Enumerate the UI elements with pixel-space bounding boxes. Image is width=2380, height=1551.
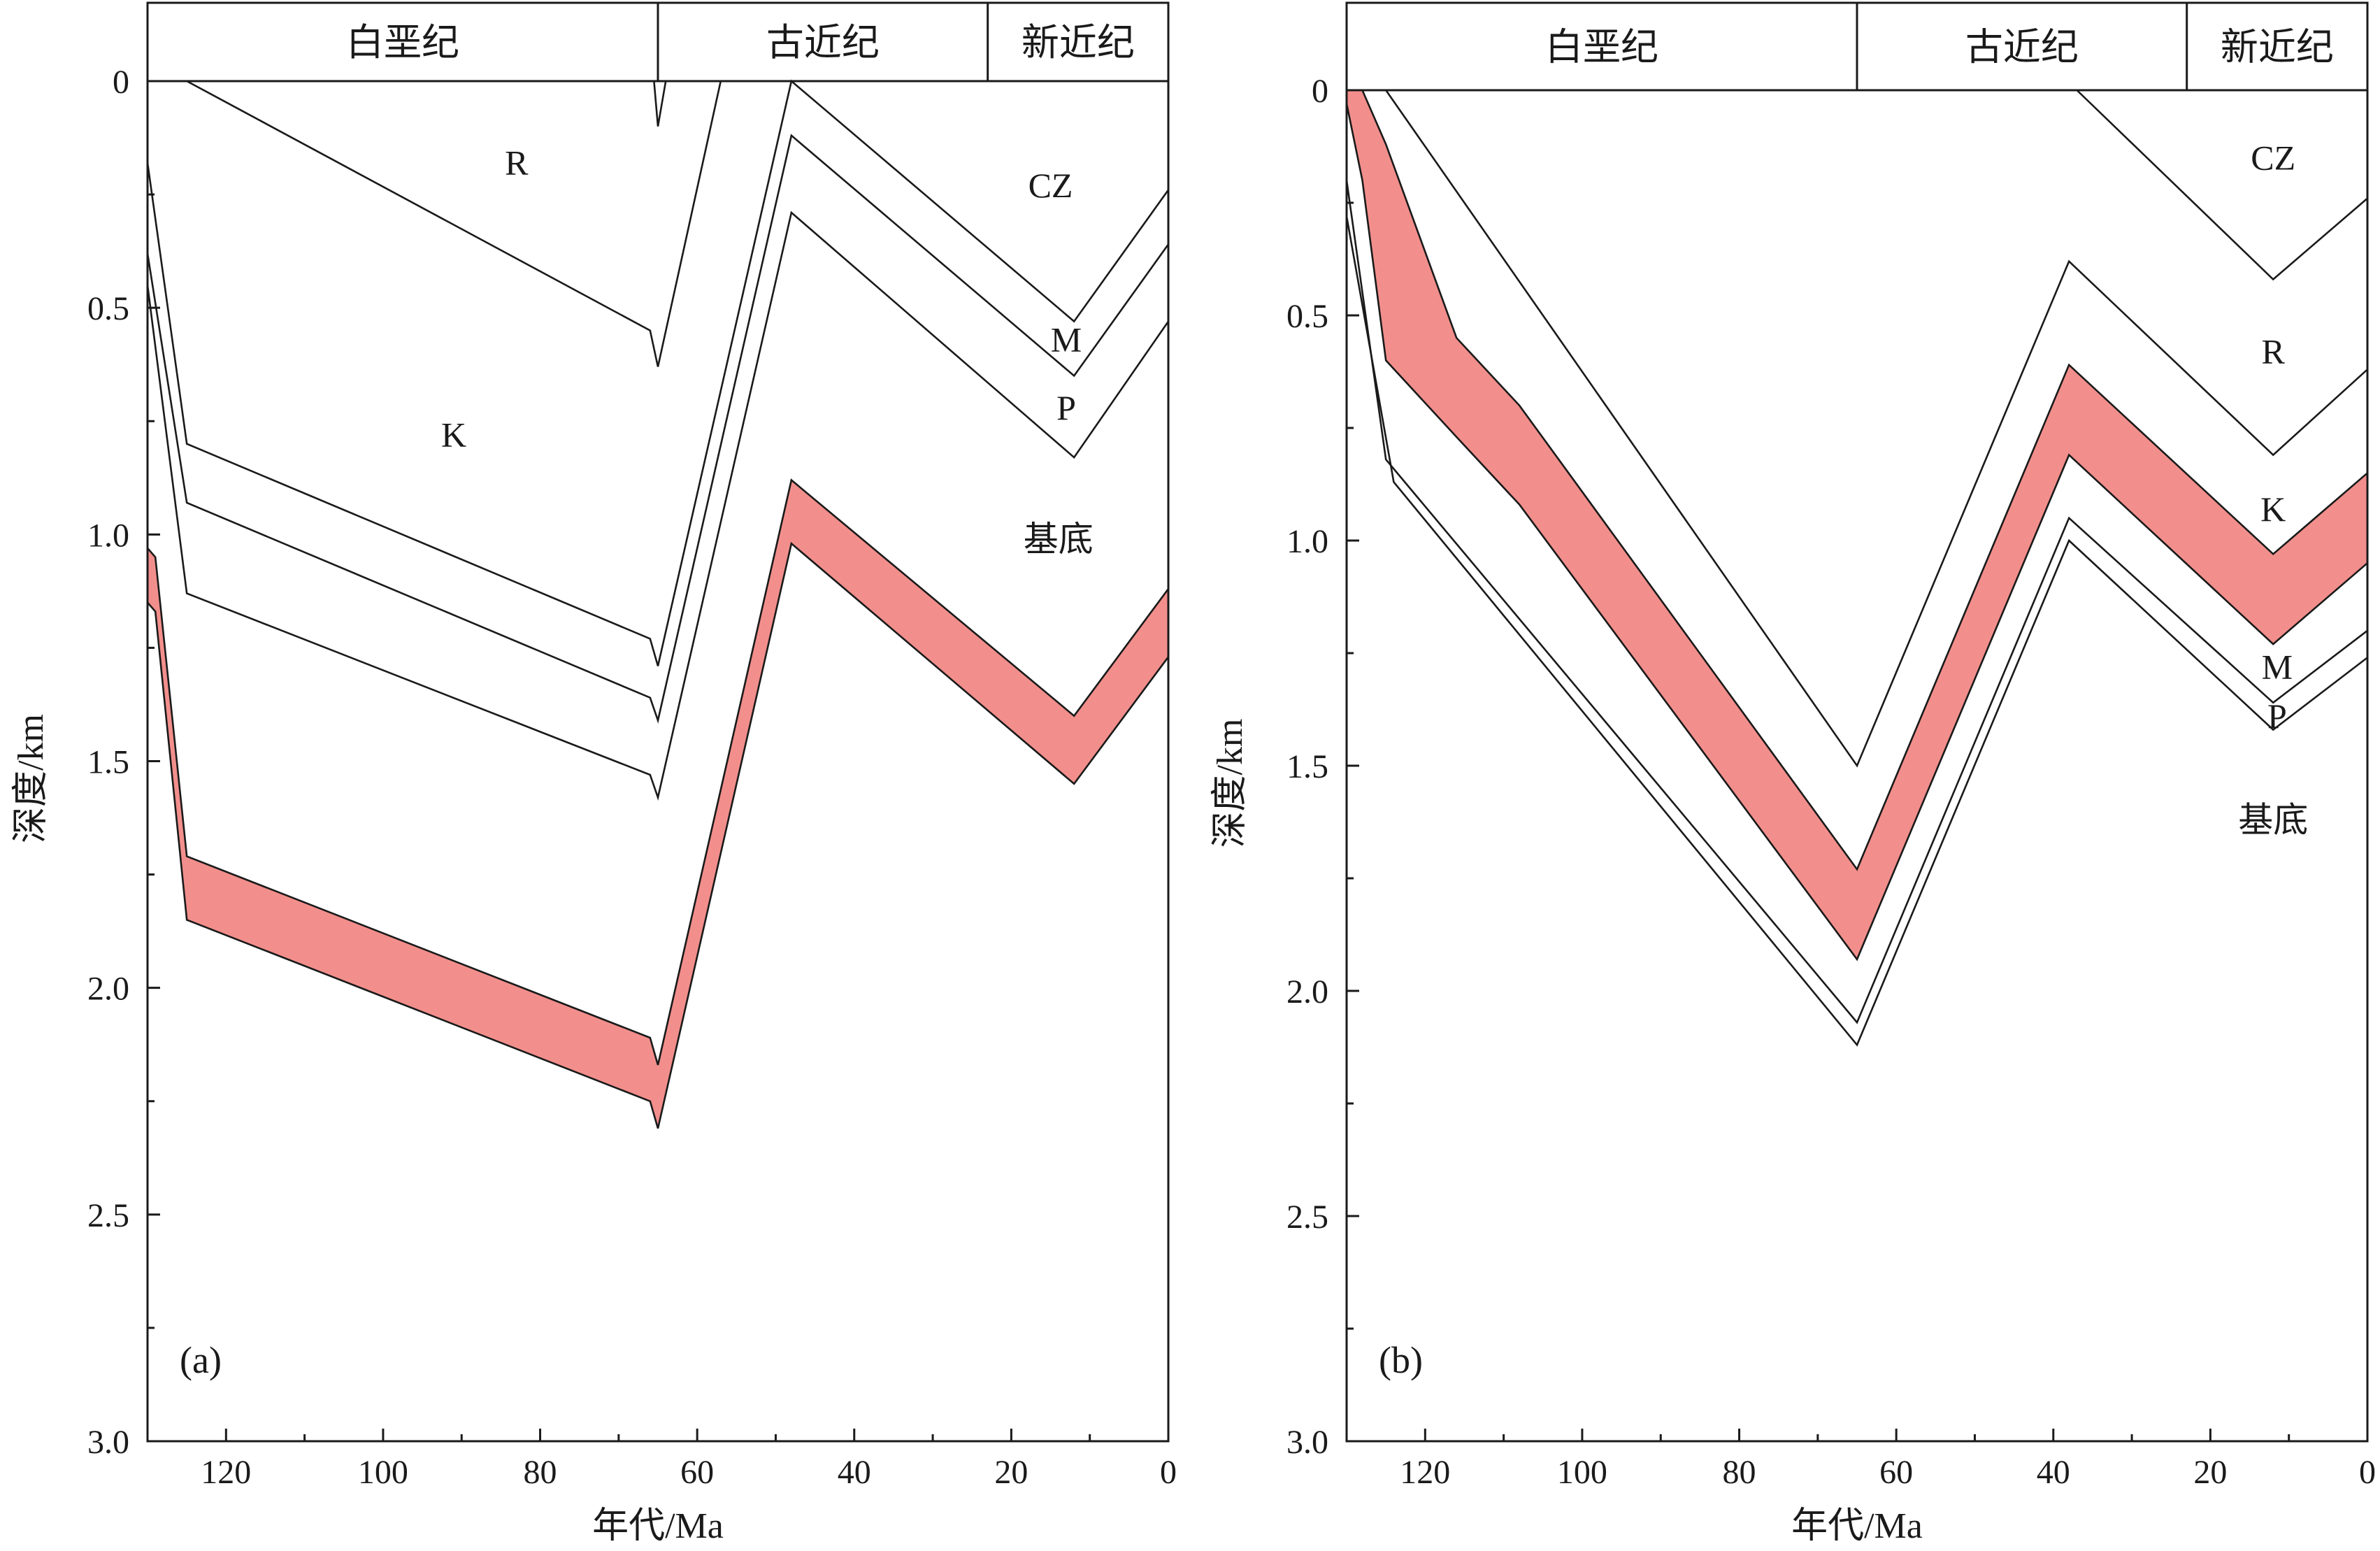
highlight-band [1345, 89, 2369, 962]
stratum-label: 基底 [1024, 520, 1094, 559]
y-tick-label: 3.0 [1286, 1424, 1328, 1461]
x-tick-label: 0 [1160, 1454, 1177, 1491]
x-tick-label: 120 [201, 1454, 251, 1491]
y-axis-label: 深度/km [11, 714, 51, 843]
y-tick-label: 0.5 [87, 290, 129, 327]
y-tick-label: 0.5 [1286, 298, 1328, 335]
period-label: 白垩纪 [1545, 27, 1658, 69]
horizon-line-2 [1385, 90, 2368, 768]
stratum-label: R [505, 143, 529, 183]
y-axis-label: 深度/km [1210, 719, 1250, 848]
x-axis-label: 年代/Ma [592, 1506, 724, 1546]
x-tick-label: 100 [1557, 1454, 1607, 1491]
y-tick-label: 1.0 [1286, 523, 1328, 560]
stratum-label: K [441, 415, 466, 455]
x-tick-label: 40 [2037, 1454, 2070, 1491]
x-tick-label: 80 [524, 1454, 557, 1491]
x-tick-label: 120 [1400, 1454, 1450, 1491]
y-tick-label: 0 [113, 64, 129, 101]
plot-frame [1345, 1, 2369, 1443]
stratum-label: K [2260, 489, 2286, 529]
panel-b: 白垩纪 古近纪 新近纪 0 0.5 1.0 1.5 2.0 2.5 3.0 120 100 80 60 40… [1210, 1, 2376, 1546]
horizon-line-4 [146, 134, 1170, 724]
horizon-line-3 [146, 79, 1170, 666]
horizon-line-4 [1345, 216, 2368, 1047]
period-label: 新近纪 [1021, 22, 1135, 64]
y-tick-label: 1.5 [87, 744, 129, 781]
horizon-line-2 [148, 80, 667, 127]
y-tick-label: 2.0 [87, 971, 129, 1008]
x-tick-label: 20 [2193, 1454, 2227, 1491]
y-tick-label: 2.5 [87, 1197, 129, 1234]
stratum-label: R [2262, 332, 2286, 371]
panel-a: 白垩纪 古近纪 新近纪 0 0.5 1.0 1.5 2.0 2.5 3.0 120 100 80 60 40… [11, 1, 1177, 1546]
y-tick-label: 3.0 [87, 1424, 129, 1461]
x-tick-label: 100 [358, 1454, 408, 1491]
stratum-label: P [1056, 388, 1076, 427]
period-label: 古近纪 [1965, 27, 2079, 69]
stratum-label: P [2267, 696, 2287, 736]
highlight-band [146, 478, 1170, 1129]
horizon-line-1 [148, 80, 722, 367]
horizon-line-3 [1345, 180, 2368, 1024]
panel-label: (a) [180, 1339, 222, 1381]
y-tick-label: 2.5 [1286, 1199, 1328, 1236]
y-tick-label: 1.0 [87, 517, 129, 554]
x-tick-label: 0 [2359, 1454, 2376, 1491]
panel-label: (b) [1379, 1339, 1423, 1381]
x-tick-label: 40 [838, 1454, 871, 1491]
x-tick-label: 80 [1723, 1454, 1756, 1491]
period-label: 古近纪 [766, 22, 880, 64]
stratum-label: M [2262, 647, 2293, 686]
stratum-label: 基底 [2238, 800, 2308, 839]
x-axis-label: 年代/Ma [1791, 1506, 1923, 1546]
y-tick-label: 1.5 [1286, 748, 1328, 785]
stratum-label: CZ [2251, 138, 2295, 178]
x-tick-label: 60 [1879, 1454, 1913, 1491]
y-tick-label: 2.0 [1286, 973, 1328, 1010]
horizon-line-1 [2076, 90, 2368, 281]
y-tick-label: 0 [1312, 73, 1328, 110]
stratum-label: CZ [1028, 166, 1073, 205]
x-tick-label: 60 [680, 1454, 714, 1491]
stratum-label: M [1051, 320, 1082, 359]
horizon-line-5 [146, 210, 1170, 801]
period-label: 白垩纪 [346, 22, 459, 64]
x-tick-label: 20 [994, 1454, 1028, 1491]
period-label: 新近纪 [2221, 27, 2334, 69]
